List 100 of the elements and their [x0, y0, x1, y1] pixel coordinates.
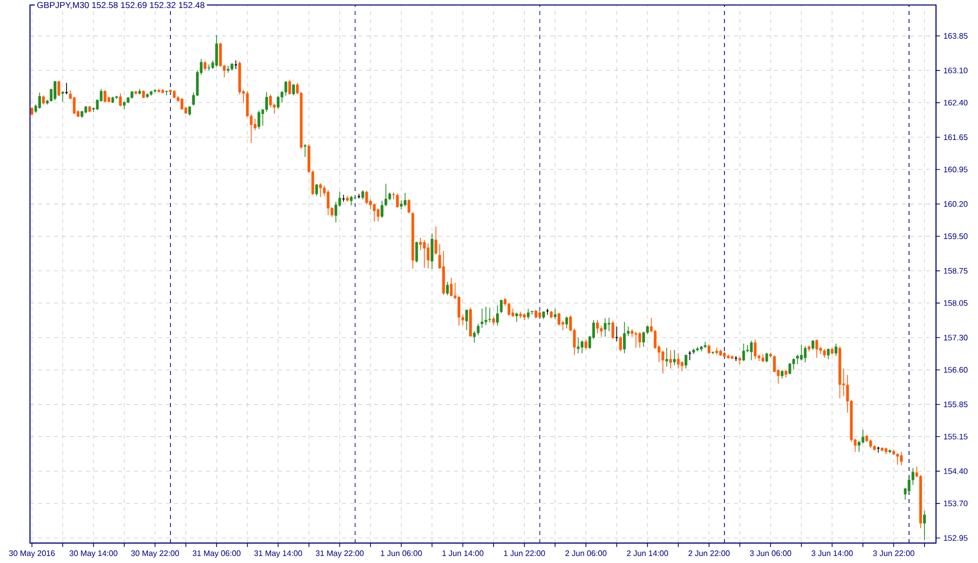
- x-tick-label: 30 May 2016: [9, 550, 55, 558]
- candlestick: [634, 331, 638, 348]
- candlestick: [684, 354, 688, 369]
- candlestick: [862, 429, 864, 444]
- candlestick: [608, 317, 610, 332]
- candlestick: [596, 320, 599, 334]
- x-tick-label: 1 Jun 06:00: [380, 550, 422, 556]
- candlestick: [654, 329, 657, 350]
- candlestick: [584, 339, 588, 350]
- candlestick: [623, 322, 626, 354]
- x-tick-label: 3 Jun 22:00: [873, 550, 914, 556]
- candlestick: [580, 340, 584, 354]
- candlestick: [319, 182, 322, 198]
- y-tick-label: 159.50: [944, 233, 968, 240]
- candlestick: [450, 277, 453, 297]
- candlestick: [396, 193, 399, 208]
- y-tick-label: 154.40: [944, 468, 968, 474]
- candlestick: [276, 95, 280, 110]
- candlestick: [269, 94, 272, 108]
- x-tick-label: 30 May 22:00: [131, 550, 179, 558]
- candlestick: [665, 347, 668, 367]
- candlestick: [42, 94, 45, 105]
- y-tick-label: 163.85: [944, 33, 968, 39]
- candlestick: [680, 360, 684, 372]
- candlestick: [372, 203, 376, 222]
- y-tick-label: 155.15: [944, 434, 968, 440]
- candlestick: [484, 306, 488, 326]
- candlestick: [304, 144, 306, 158]
- candlestick: [600, 325, 603, 338]
- candlestick: [426, 242, 430, 269]
- candlestick: [72, 96, 76, 115]
- candlestick: [496, 304, 499, 326]
- candlestick: [708, 344, 710, 355]
- candlestick: [765, 352, 768, 363]
- candlestick: [834, 343, 838, 356]
- candlestick: [415, 241, 418, 263]
- chart-title: GBPJPY,M30 152.58 152.69 152.32 152.48: [37, 2, 204, 10]
- x-tick-label: 1 Jun 14:00: [442, 550, 484, 556]
- candlestick: [208, 64, 210, 71]
- candlestick: [900, 451, 903, 466]
- candlestick: [688, 350, 692, 361]
- x-tick-label: 3 Jun 14:00: [812, 550, 853, 556]
- candlestick: [104, 90, 106, 102]
- candlestick: [392, 192, 395, 200]
- y-tick-label: 160.20: [944, 201, 968, 207]
- candlestick: [923, 510, 926, 540]
- candlestick: [754, 339, 757, 360]
- candlestick: [265, 92, 268, 112]
- candlestick: [430, 233, 434, 270]
- candlestick: [488, 307, 492, 323]
- candlestick: [611, 320, 614, 340]
- candlestick: [558, 312, 560, 326]
- candlestick: [576, 337, 580, 354]
- x-tick-label: 3 Jun 06:00: [750, 550, 792, 556]
- x-tick-label: 30 May 14:00: [70, 550, 118, 558]
- candlestick: [515, 312, 518, 322]
- candlestick: [434, 226, 438, 256]
- candlestick: [788, 362, 792, 375]
- y-tick-label: 157.30: [944, 334, 968, 340]
- candlestick: [254, 118, 256, 131]
- candlestick: [419, 237, 422, 250]
- y-tick-label: 152.95: [944, 535, 968, 541]
- candlestick: [526, 308, 530, 320]
- candlestick: [422, 240, 426, 268]
- candlestick: [742, 343, 746, 362]
- x-tick-label: 2 Jun 22:00: [688, 550, 730, 556]
- y-tick-label: 155.85: [944, 402, 968, 408]
- candlestick: [792, 358, 796, 370]
- y-tick-label: 153.70: [944, 500, 968, 506]
- candlestick: [365, 190, 368, 204]
- candlestick: [615, 326, 618, 342]
- candlestick: [619, 336, 622, 352]
- candlestick: [800, 344, 803, 362]
- y-tick-label: 158.75: [944, 268, 968, 274]
- candlestick: [326, 190, 330, 216]
- candlestick: [858, 440, 860, 452]
- candlestick: [334, 201, 338, 223]
- candlestick: [219, 42, 222, 68]
- y-tick-label: 156.60: [944, 366, 968, 373]
- candlestick: [662, 350, 664, 374]
- candlestick: [480, 308, 484, 328]
- x-tick-label: 31 May 22:00: [316, 550, 364, 558]
- candlestick: [604, 318, 607, 338]
- x-tick-label: 2 Jun 06:00: [565, 550, 607, 556]
- candlestick: [400, 200, 403, 210]
- candlestick: [669, 350, 672, 369]
- y-tick-label: 162.40: [944, 100, 968, 106]
- candlestick: [896, 452, 899, 466]
- x-tick-label: 31 May 14:00: [254, 550, 302, 558]
- candlestick: [446, 281, 449, 296]
- candlestick: [315, 184, 318, 196]
- x-tick-label: 31 May 06:00: [192, 550, 241, 558]
- x-tick-label: 2 Jun 14:00: [626, 550, 668, 556]
- y-tick-label: 158.05: [944, 300, 968, 306]
- candlestick: [380, 200, 384, 218]
- candlestick: [676, 352, 680, 369]
- candlestick: [361, 190, 364, 200]
- candlestick: [58, 80, 60, 96]
- y-tick-label: 161.65: [944, 134, 968, 140]
- x-tick-label: 1 Jun 22:00: [504, 550, 545, 556]
